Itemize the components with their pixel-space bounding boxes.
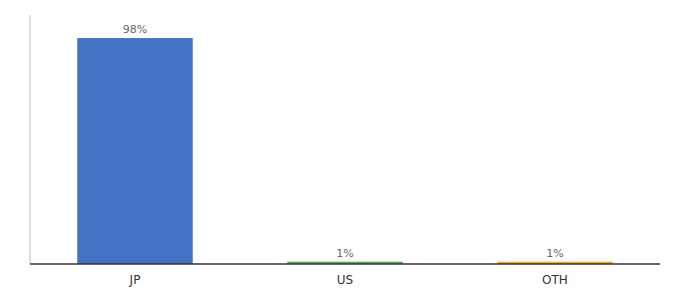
data-label: 1%: [336, 247, 353, 260]
x-tick-label: JP: [129, 273, 141, 287]
bars: [77, 38, 613, 264]
data-label: 98%: [123, 23, 147, 36]
y-axis-line: [30, 15, 31, 264]
x-tick-label: OTH: [542, 273, 568, 287]
data-label: 1%: [546, 247, 563, 260]
x-tick-label: US: [337, 273, 353, 287]
bar: [77, 38, 193, 264]
x-axis-line: [30, 263, 660, 265]
chart-container: JP US OTH 98% 1% 1%: [0, 0, 680, 300]
chart-svg: JP US OTH 98% 1% 1%: [0, 0, 680, 300]
